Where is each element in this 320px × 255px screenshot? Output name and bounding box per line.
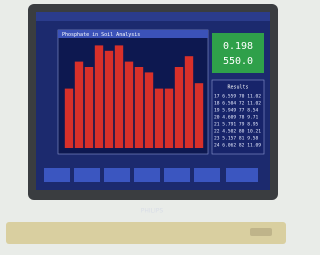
- readout-panel: [212, 33, 264, 73]
- results-row: 19 5.949 77 8.54: [214, 108, 258, 114]
- results-row: 24 6.062 82 11.09: [214, 143, 261, 149]
- menu-bar: [36, 12, 270, 21]
- bar: [115, 45, 123, 148]
- bar: [145, 72, 153, 148]
- bar: [85, 67, 93, 148]
- bar: [165, 89, 173, 148]
- button[interactable]: [104, 168, 130, 182]
- bar: [195, 83, 203, 148]
- results-row: 20 4.609 78 9.71: [214, 115, 258, 121]
- chart-title: Phosphate in Soil Analysis: [62, 32, 140, 38]
- bar: [185, 56, 193, 148]
- bar: [135, 67, 143, 148]
- bar: [175, 67, 183, 148]
- readout-absorbance: 0.198: [223, 41, 253, 52]
- photo: Phosphate in Soil Analysis 0.198 550.0 R…: [0, 0, 293, 255]
- bar: [75, 62, 83, 148]
- base-control: [250, 228, 272, 236]
- results-row: 23 5.157 81 9.58: [214, 136, 258, 142]
- results-row: 18 6.504 72 11.02: [214, 101, 261, 107]
- instrument-base: [6, 222, 286, 244]
- bar: [125, 62, 133, 148]
- button[interactable]: [226, 168, 258, 182]
- results-row: 22 4.502 80 10.21: [214, 129, 261, 135]
- button[interactable]: [134, 168, 160, 182]
- bar: [105, 51, 113, 148]
- button[interactable]: [194, 168, 220, 182]
- results-row: 17 6.559 70 11.02: [214, 94, 261, 100]
- bar: [155, 89, 163, 148]
- button[interactable]: [164, 168, 190, 182]
- results-row: 21 5.791 79 8.95: [214, 122, 258, 128]
- bar: [65, 89, 73, 148]
- results-title: Results: [227, 85, 248, 91]
- readout-wavelength: 550.0: [223, 56, 253, 67]
- button[interactable]: [74, 168, 100, 182]
- button[interactable]: [44, 168, 70, 182]
- bar: [95, 45, 103, 148]
- brand: PHILIPS: [141, 208, 164, 215]
